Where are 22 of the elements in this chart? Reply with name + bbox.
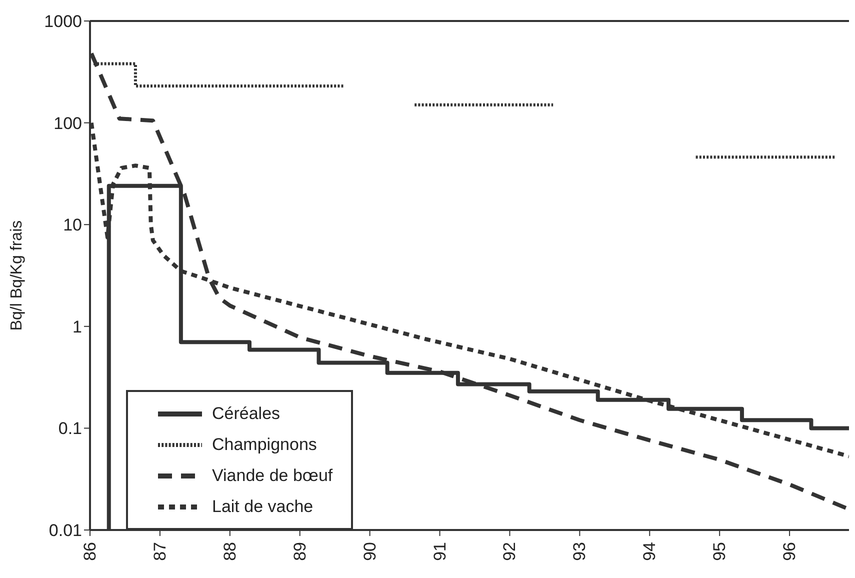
x-tick-label: 95 xyxy=(710,542,730,561)
y-tick-label: 0.1 xyxy=(58,419,82,438)
legend-label: Champignons xyxy=(212,434,317,454)
y-tick-label: 1 xyxy=(72,317,82,336)
x-tick-label: 87 xyxy=(150,542,170,561)
x-tick-label: 92 xyxy=(500,542,520,561)
x-tick-label: 94 xyxy=(640,542,660,561)
x-tick-label: 91 xyxy=(430,542,450,561)
legend-label: Céréales xyxy=(212,404,280,424)
y-axis-title: Bq/l Bq/Kg frais xyxy=(8,220,26,331)
y-tick-label: 0.01 xyxy=(48,521,82,540)
x-tick-label: 88 xyxy=(220,542,240,561)
legend-label: Lait de vache xyxy=(212,496,314,516)
legend-label: Viande de bœuf xyxy=(212,466,333,486)
x-tick-label: 90 xyxy=(360,542,380,561)
y-tick-label: 10 xyxy=(63,216,82,235)
y-tick-label: 1000 xyxy=(44,12,82,32)
x-tick-label: 86 xyxy=(80,542,100,561)
x-tick-label: 96 xyxy=(780,542,800,561)
y-tick-label: 100 xyxy=(54,114,82,133)
x-tick-label: 89 xyxy=(290,542,310,561)
x-tick-label: 93 xyxy=(570,542,590,561)
